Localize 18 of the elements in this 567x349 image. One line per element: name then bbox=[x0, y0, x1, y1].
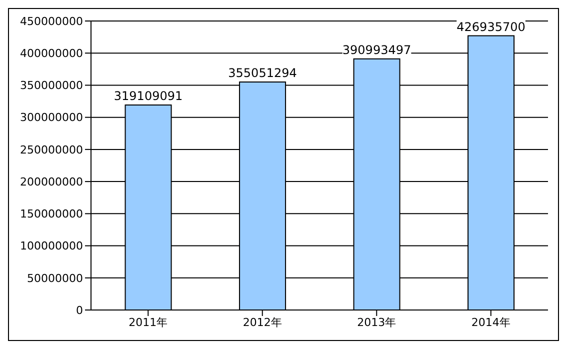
x-tick-label: 2014年 bbox=[471, 316, 510, 329]
data-label: 319109091 bbox=[114, 89, 183, 104]
y-tick-label: 150000000 bbox=[20, 208, 83, 221]
y-tick-label: 100000000 bbox=[20, 240, 83, 253]
y-tick-label: 200000000 bbox=[20, 175, 83, 188]
x-tick-label: 2013年 bbox=[357, 316, 396, 329]
x-tick-label: 2011年 bbox=[128, 316, 168, 329]
data-label: 426935700 bbox=[456, 20, 526, 34]
y-tick-label: 350000000 bbox=[20, 79, 83, 92]
y-tick-label: 0 bbox=[76, 304, 83, 317]
y-tick-label: 250000000 bbox=[20, 143, 83, 156]
y-tick-label: 50000000 bbox=[27, 272, 83, 285]
y-tick-label: 300000000 bbox=[20, 111, 83, 124]
y-tick-label: 450000000 bbox=[20, 14, 83, 28]
y-tick-label: 400000000 bbox=[20, 47, 83, 60]
data-label: 355051294 bbox=[228, 66, 297, 80]
x-tick-label: 2012年 bbox=[242, 316, 282, 329]
data-label: 390993497 bbox=[342, 42, 412, 57]
